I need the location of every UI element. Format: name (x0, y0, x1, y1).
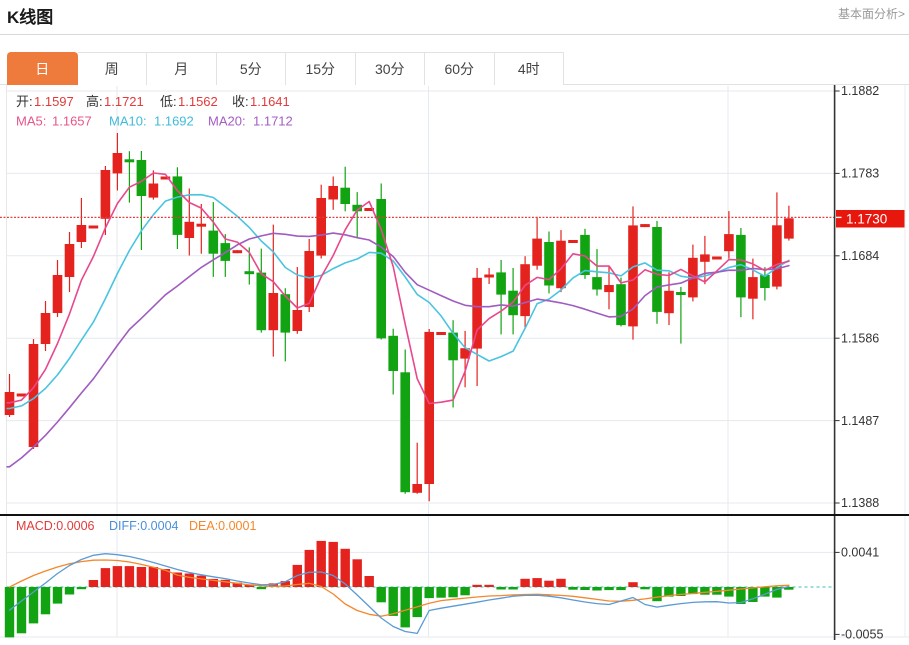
svg-text:高:: 高: (86, 94, 103, 109)
svg-text:MA5:: MA5: (16, 114, 46, 129)
svg-text:收:: 收: (232, 94, 249, 109)
svg-text:1.1586: 1.1586 (841, 331, 879, 345)
svg-text:1.1657: 1.1657 (52, 114, 92, 129)
svg-text:1.1487: 1.1487 (841, 414, 879, 428)
svg-text:1.1721: 1.1721 (104, 94, 144, 109)
svg-text:1.1712: 1.1712 (253, 114, 293, 129)
svg-text:1.1684: 1.1684 (841, 249, 879, 263)
svg-text:DIFF:0.0004: DIFF:0.0004 (109, 519, 179, 533)
svg-text:1.1692: 1.1692 (154, 114, 194, 129)
svg-text:DEA:0.0001: DEA:0.0001 (189, 519, 256, 533)
svg-text:MACD:0.0006: MACD:0.0006 (16, 519, 95, 533)
svg-text:1.1388: 1.1388 (841, 496, 879, 510)
svg-text:开:: 开: (16, 94, 33, 109)
svg-text:1.1882: 1.1882 (841, 84, 879, 98)
svg-text:1.1783: 1.1783 (841, 167, 879, 181)
svg-text:MA20:: MA20: (208, 114, 246, 129)
svg-text:MA10:: MA10: (109, 114, 147, 129)
svg-text:0.0041: 0.0041 (841, 546, 879, 560)
svg-text:1.1562: 1.1562 (178, 94, 218, 109)
svg-text:低:: 低: (160, 94, 177, 109)
svg-text:1.1730: 1.1730 (846, 211, 887, 226)
svg-text:-0.0055: -0.0055 (841, 628, 883, 642)
svg-text:1.1641: 1.1641 (250, 94, 290, 109)
svg-text:1.1597: 1.1597 (34, 94, 74, 109)
